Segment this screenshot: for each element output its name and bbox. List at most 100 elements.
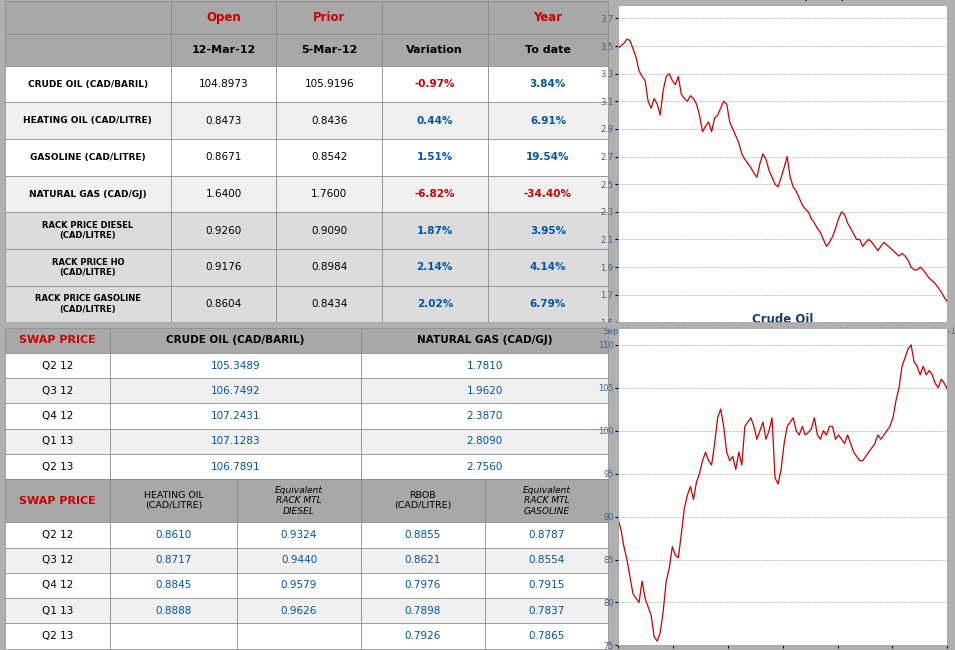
Bar bbox=[276, 286, 382, 322]
Text: 1.9620: 1.9620 bbox=[466, 386, 502, 396]
Text: 2.02%: 2.02% bbox=[416, 299, 453, 309]
Text: Prior: Prior bbox=[313, 11, 346, 24]
Text: 4.14%: 4.14% bbox=[530, 263, 566, 272]
Bar bbox=[111, 523, 237, 547]
Bar bbox=[5, 353, 111, 378]
Bar bbox=[488, 34, 608, 66]
Bar bbox=[276, 34, 382, 66]
Text: 0.9176: 0.9176 bbox=[205, 263, 242, 272]
Bar bbox=[111, 328, 361, 353]
Text: 0.8473: 0.8473 bbox=[205, 116, 242, 126]
Bar bbox=[361, 573, 484, 598]
Bar bbox=[111, 429, 361, 454]
Bar bbox=[361, 429, 608, 454]
Text: 0.9260: 0.9260 bbox=[205, 226, 242, 236]
Bar bbox=[171, 213, 276, 249]
Bar bbox=[171, 66, 276, 103]
Title: Crude Oil: Crude Oil bbox=[752, 313, 814, 326]
Bar bbox=[488, 66, 608, 103]
Text: 0.7926: 0.7926 bbox=[405, 631, 441, 641]
Text: GASOLINE (CAD/LITRE): GASOLINE (CAD/LITRE) bbox=[30, 153, 145, 162]
Text: Year: Year bbox=[534, 11, 562, 24]
Text: 1.7810: 1.7810 bbox=[466, 361, 502, 370]
Text: 104.8973: 104.8973 bbox=[199, 79, 248, 89]
Text: 0.7915: 0.7915 bbox=[528, 580, 564, 590]
Text: 1.6400: 1.6400 bbox=[205, 189, 242, 199]
Bar bbox=[484, 479, 608, 523]
Bar bbox=[5, 328, 111, 353]
Text: 0.7898: 0.7898 bbox=[405, 606, 441, 616]
Bar bbox=[5, 286, 171, 322]
Bar bbox=[276, 66, 382, 103]
Bar bbox=[111, 378, 361, 404]
Bar bbox=[488, 213, 608, 249]
Text: 2.14%: 2.14% bbox=[416, 263, 453, 272]
Bar bbox=[5, 547, 111, 573]
Bar bbox=[171, 286, 276, 322]
Text: 0.8845: 0.8845 bbox=[156, 580, 192, 590]
Text: 0.8671: 0.8671 bbox=[205, 153, 242, 162]
Text: Q3 12: Q3 12 bbox=[42, 386, 74, 396]
Text: 1.7600: 1.7600 bbox=[311, 189, 348, 199]
Text: 3.95%: 3.95% bbox=[530, 226, 566, 236]
Text: RACK PRICE DIESEL
(CAD/LITRE): RACK PRICE DIESEL (CAD/LITRE) bbox=[42, 221, 134, 240]
Bar bbox=[111, 547, 237, 573]
Bar bbox=[484, 547, 608, 573]
Bar bbox=[171, 34, 276, 66]
Text: 0.8542: 0.8542 bbox=[311, 153, 348, 162]
Bar bbox=[171, 176, 276, 213]
Text: 0.9324: 0.9324 bbox=[281, 530, 317, 540]
Text: 0.8434: 0.8434 bbox=[311, 299, 348, 309]
Bar bbox=[171, 1, 276, 34]
Text: 0.44%: 0.44% bbox=[416, 116, 453, 126]
Text: 19.54%: 19.54% bbox=[526, 153, 570, 162]
Bar bbox=[488, 249, 608, 286]
Bar bbox=[488, 1, 608, 34]
Bar bbox=[5, 139, 171, 176]
Bar bbox=[237, 598, 361, 623]
Bar bbox=[237, 573, 361, 598]
Title: Natural Gas (Aeco): Natural Gas (Aeco) bbox=[720, 0, 845, 3]
Text: 0.9090: 0.9090 bbox=[311, 226, 348, 236]
Text: 1.51%: 1.51% bbox=[416, 153, 453, 162]
Bar bbox=[111, 573, 237, 598]
Bar bbox=[361, 523, 484, 547]
Text: To date: To date bbox=[525, 45, 571, 55]
Text: Q4 12: Q4 12 bbox=[42, 580, 74, 590]
Text: NATURAL GAS (CAD/GJ): NATURAL GAS (CAD/GJ) bbox=[416, 335, 552, 345]
Text: 0.8855: 0.8855 bbox=[405, 530, 441, 540]
Bar bbox=[111, 598, 237, 623]
Text: 2.3870: 2.3870 bbox=[466, 411, 502, 421]
Bar bbox=[361, 623, 484, 649]
Bar bbox=[5, 429, 111, 454]
Text: 1.87%: 1.87% bbox=[416, 226, 453, 236]
Bar bbox=[111, 623, 237, 649]
Bar bbox=[361, 454, 608, 479]
Text: 0.8554: 0.8554 bbox=[528, 555, 564, 566]
Bar bbox=[237, 479, 361, 523]
Bar bbox=[5, 479, 111, 523]
Text: NATURAL GAS (CAD/GJ): NATURAL GAS (CAD/GJ) bbox=[29, 190, 146, 199]
Text: 0.9579: 0.9579 bbox=[281, 580, 317, 590]
Text: 2.7560: 2.7560 bbox=[466, 462, 502, 472]
Bar bbox=[276, 139, 382, 176]
Text: 0.8787: 0.8787 bbox=[528, 530, 564, 540]
Bar bbox=[5, 454, 111, 479]
Text: SWAP PRICE: SWAP PRICE bbox=[19, 496, 96, 506]
Bar bbox=[361, 479, 484, 523]
Bar bbox=[484, 573, 608, 598]
Bar bbox=[237, 547, 361, 573]
Bar bbox=[171, 139, 276, 176]
Text: Q2 13: Q2 13 bbox=[42, 631, 74, 641]
Bar bbox=[5, 249, 171, 286]
Bar bbox=[111, 454, 361, 479]
Text: Variation: Variation bbox=[407, 45, 463, 55]
Bar bbox=[361, 378, 608, 404]
Bar bbox=[382, 1, 488, 34]
Bar bbox=[237, 623, 361, 649]
Text: Q3 12: Q3 12 bbox=[42, 555, 74, 566]
Text: 107.2431: 107.2431 bbox=[211, 411, 261, 421]
Bar bbox=[111, 479, 237, 523]
Text: 0.8621: 0.8621 bbox=[405, 555, 441, 566]
Text: 5-Mar-12: 5-Mar-12 bbox=[301, 45, 357, 55]
